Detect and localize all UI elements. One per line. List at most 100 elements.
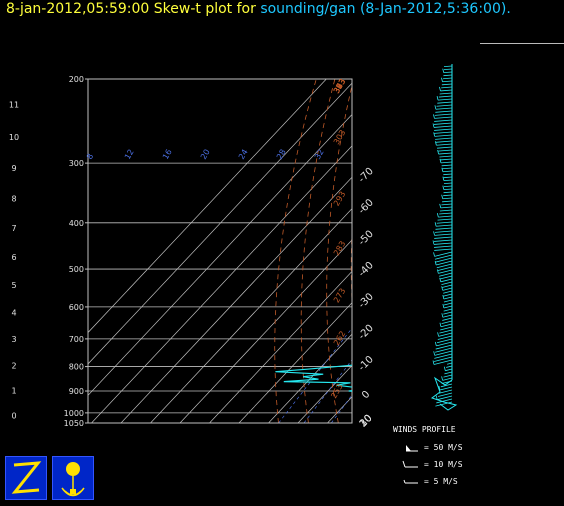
mixing-ratio-line [412,228,550,423]
wind-barb-icon [434,131,453,134]
wind-barb-icon [443,179,453,182]
wind-legend-symbols [402,445,418,484]
wind-barb-icon [443,182,453,185]
isotherm-line [88,79,327,334]
zebra-logo-button[interactable] [5,456,47,500]
wind-barb-flag [442,185,445,190]
wind-barb-icon [434,113,453,116]
height-tick-label: 4 [11,309,16,318]
wind-barb-flag [436,212,439,218]
temperature-tick-label: 0 [360,389,372,401]
pressure-tick-label: 400 [69,219,84,228]
wind-barb-icon [434,254,453,260]
isotherm-line [120,176,352,423]
pressure-tick-label: 1050 [64,419,84,428]
wind-barb-icon [447,362,453,365]
wind-barb-flag [433,132,436,137]
wind-barb-flag [434,260,437,266]
wind-barb-icon [434,239,453,242]
wind-barb-icon [439,272,453,277]
wind-barb-icon [438,95,453,98]
dry-adiabat-line [558,79,564,423]
wind-barb-icon [435,227,453,230]
temperature-tick-label: -30 [357,291,376,310]
height-tick-label: 2 [11,361,16,370]
mixing-ratio-line [331,394,352,423]
wind-barb-icon [442,317,453,321]
wind-barb-icon [437,335,453,340]
wind-barb-icon [434,230,453,233]
wind-barb-icon [440,326,453,331]
wind-barb-icon [436,398,453,404]
wind-barb-flag [443,366,446,371]
isotherm-line [91,145,352,423]
isotherm-line [150,208,352,423]
dry-adiabat-line [502,79,564,423]
isotherm-line [357,79,564,423]
mixing-ratio-label: 16 [161,148,174,161]
mixing-ratio-line [419,228,557,423]
wind-barb-icon [440,323,453,328]
wind-barb-icon [443,74,453,77]
wind-barb-icon [434,236,453,239]
isotherm-line [88,113,352,396]
wind-barb-icon [442,287,453,291]
wind-barb-icon [443,374,453,378]
mixing-ratio-label: 28 [275,148,288,161]
header-source-time: (8-Jan-2012,5:36:00). [359,1,511,17]
wind-barb-icon [443,308,453,312]
wind-barb-icon [443,68,453,71]
wind-legend-title: WINDS PROFILE [393,425,456,434]
wind-barb-icon [437,146,453,149]
wind-barb-icon [438,392,453,397]
wind-barb-flag [433,114,435,119]
wind-barb-icon [443,311,453,315]
wind-barb-icon [442,77,453,80]
sounding-logo-button[interactable] [52,456,94,500]
dry-adiabat-line [521,79,564,423]
wind-legend-5ms-barb-icon [403,479,418,484]
header-plot-label: Skew-t plot for [153,1,256,17]
header-datetime: 8-jan-2012,05:59:00 [6,1,150,17]
balloon-icon [61,462,85,497]
wind-barb-icon [441,86,453,89]
wind-barb-icon [436,221,453,224]
pressure-tick-label: 1000 [64,409,84,418]
wind-barb-flag [441,77,443,82]
wind-barb-flag [439,322,442,327]
wind-barb-icon [443,296,453,300]
pressure-tick-label: 600 [69,303,84,312]
mixing-ratio-line [392,228,533,423]
temperature-tick-label: -10 [357,354,376,373]
wind-barb-icon [442,197,453,200]
wind-barb-icon [435,401,453,407]
wind-barb-icon [446,365,453,368]
wind-barb-icon [439,212,453,215]
wind-barb-icon [437,101,453,104]
wind-barb-icon [443,191,453,194]
z-logo-icon [11,461,42,494]
wind-barb-icon [445,368,453,372]
wind-barb-icon [435,140,453,143]
wind-barb-icon [434,248,453,251]
wind-barb-icon [440,278,453,283]
wind-barb-icon [438,389,453,394]
pressure-tick-label: 800 [69,363,84,372]
wind-barb-icon [441,284,453,288]
wind-barb-icon [441,320,453,324]
grid-clip-group [88,79,564,423]
wind-barb-icon [437,266,453,271]
wind-barb-icon [442,170,453,173]
pressure-tick-label: 300 [69,159,84,168]
wind-barb-icon [435,257,453,263]
wind-barb-icon [442,167,453,170]
wind-barb-icon [436,263,453,269]
dry-adiabat-line [300,79,336,423]
wind-legend-10ms-label: = 10 M/S [424,460,463,469]
wind-barb-icon [433,122,453,125]
wind-barb-icon [443,188,453,191]
isotherm-line [88,82,352,365]
wind-barb-flag [432,360,435,365]
height-tick-label: 0 [11,412,16,421]
wind-barb-icon [438,332,453,337]
